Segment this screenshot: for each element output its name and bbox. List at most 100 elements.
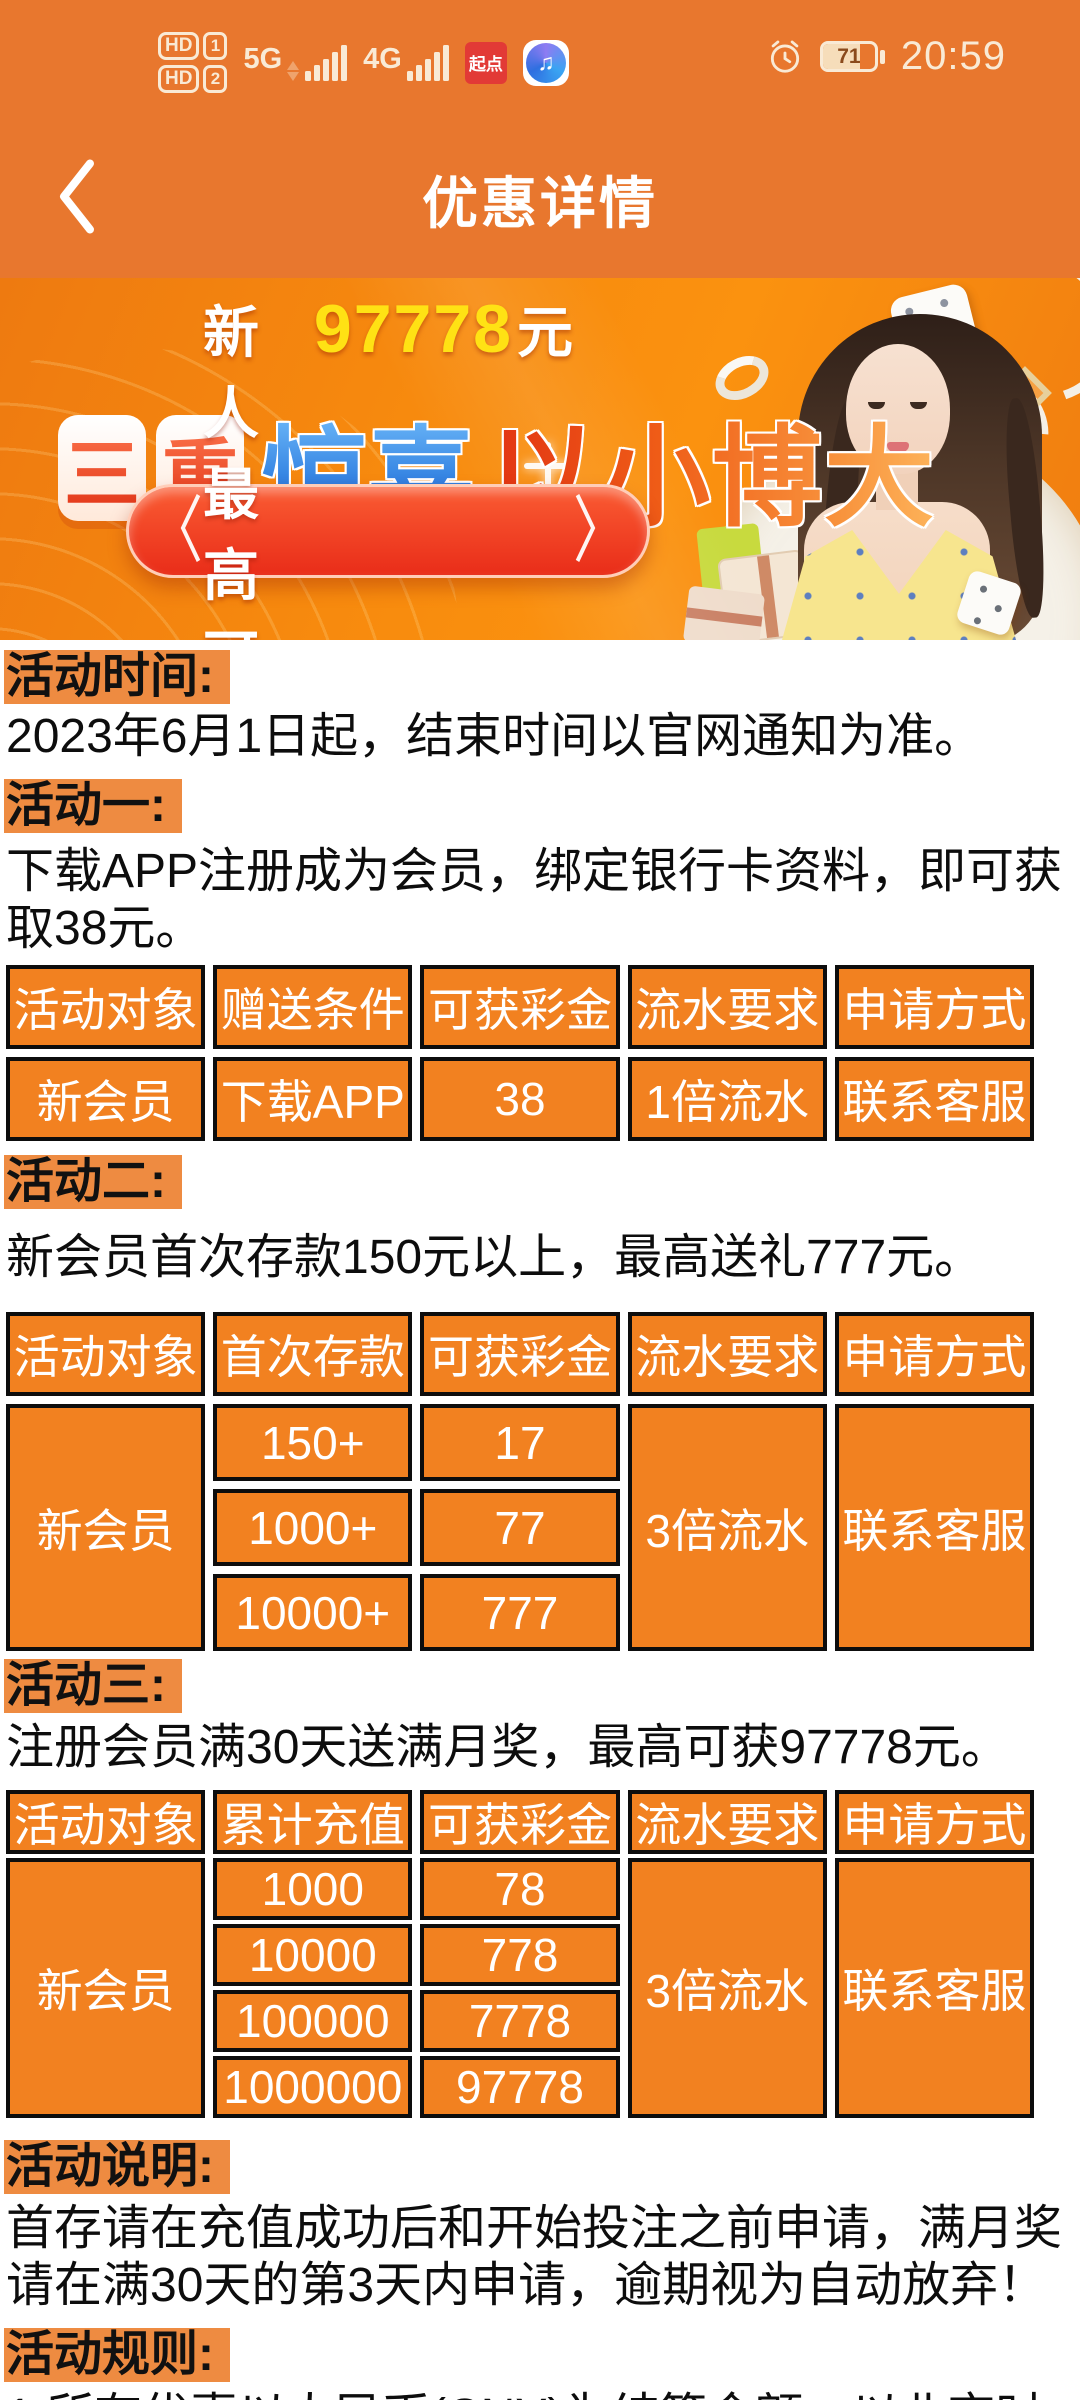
dice-icon xyxy=(887,281,983,375)
table-header-cell: 流水要求 xyxy=(627,965,827,1049)
battery-indicator: 71 xyxy=(819,41,885,72)
alarm-clock-icon xyxy=(770,40,799,73)
table-header-cell: 流水要求 xyxy=(627,1312,827,1396)
page-title: 优惠详情 xyxy=(422,171,658,235)
table-header-cell: 申请方式 xyxy=(834,1790,1034,1854)
signal-bars-icon xyxy=(305,44,348,81)
signal-5g: 5G xyxy=(243,42,348,81)
table-cell-apply: 联系客服 xyxy=(834,1404,1034,1651)
pill-prefix: 新人最高可获 xyxy=(203,301,259,640)
table-cell: 777 xyxy=(420,1574,620,1651)
back-button[interactable] xyxy=(56,158,98,241)
table-cell: 10000+ xyxy=(213,1574,413,1651)
table-cell-turnover: 3倍流水 xyxy=(627,1404,827,1651)
table-header-cell: 可获彩金 xyxy=(420,1312,620,1396)
table-cell-member: 新会员 xyxy=(6,1404,206,1651)
battery-nub xyxy=(879,49,885,64)
hd-icon: HD xyxy=(158,65,200,93)
table-cell: 联系客服 xyxy=(834,1057,1034,1141)
table-cell: 1000000 xyxy=(213,2056,413,2118)
sim1-indicator: HD 1 xyxy=(158,32,228,60)
ribbon-decor-icon xyxy=(922,278,1080,431)
table-header-cell: 可获彩金 xyxy=(420,1790,620,1854)
boxed-char-text: 三 xyxy=(64,413,140,523)
signal-4g: 4G xyxy=(363,42,449,81)
network-type-label: 4G xyxy=(363,42,402,75)
table-cell-turnover: 3倍流水 xyxy=(627,1858,827,2118)
chevron-left-icon xyxy=(60,159,94,234)
status-bar: HD 1 HD 2 5G 4G 起点 ♫ xyxy=(0,0,1080,120)
promo-banner: 三 重 惊喜 以小博大 〈 新人最高可获 97778 元 〉 xyxy=(0,278,1080,640)
activity-3-text: 注册会员满30天送满月奖，最高可获97778元。 xyxy=(6,1721,1009,1774)
table-cell: 新会员 xyxy=(6,1057,206,1141)
section-label-activity-time: 活动时间: xyxy=(4,650,230,704)
activity-1-table: 活动对象 赠送条件 可获彩金 流水要求 申请方式 新会员 下载APP 38 1倍… xyxy=(6,965,1034,1141)
dice-icon xyxy=(954,568,1024,638)
music-note-icon: ♫ xyxy=(537,49,555,75)
network-type-label: 5G xyxy=(243,42,283,75)
table-header-cell: 累计充值 xyxy=(213,1790,413,1854)
app-header: 优惠详情 xyxy=(0,120,1080,278)
table-header-cell: 活动对象 xyxy=(6,1790,206,1854)
ribbon-decor-icon xyxy=(929,351,1069,495)
table-cell: 1倍流水 xyxy=(627,1057,827,1141)
table-cell: 10000 xyxy=(213,1924,413,1986)
signal-bars-icon xyxy=(406,44,449,81)
table-header-cell: 活动对象 xyxy=(6,1312,206,1396)
activity-1-text: 下载APP注册成为会员，绑定银行卡资料，即可获取38元。 xyxy=(6,845,1063,955)
status-left-cluster: HD 1 HD 2 5G 4G 起点 ♫ xyxy=(158,32,569,93)
table-cell: 77 xyxy=(420,1489,620,1566)
activity-2-table: 活动对象 首次存款 可获彩金 流水要求 申请方式 新会员 150+ 17 3倍流… xyxy=(6,1312,1034,1651)
sim2-number: 2 xyxy=(203,65,228,93)
table-cell-member: 新会员 xyxy=(6,1858,206,2118)
section-label-activity-1: 活动一: xyxy=(4,779,182,833)
newcomer-bonus-pill: 〈 新人最高可获 97778 元 〉 xyxy=(126,291,650,640)
section-label-activity-2: 活动二: xyxy=(4,1155,182,1209)
sparkle-icon xyxy=(524,442,572,490)
table-header-cell: 申请方式 xyxy=(834,965,1034,1049)
table-cell: 97778 xyxy=(420,2056,620,2118)
table-header-cell: 赠送条件 xyxy=(213,965,413,1049)
angle-quote-left-icon: 〈 xyxy=(149,490,203,572)
music-app-icon: ♫ xyxy=(522,39,569,86)
table-cell: 78 xyxy=(420,1858,620,1920)
sim2-indicator: HD 2 xyxy=(158,65,228,93)
gift-box-icon xyxy=(682,585,766,640)
section-label-activity-3: 活动三: xyxy=(4,1659,182,1713)
table-header-cell: 可获彩金 xyxy=(420,965,620,1049)
note-text: 首存请在充值成功后和开始投注之前申请，满月奖请在满30天的第3天内申请，逾期视为… xyxy=(6,2202,1063,2312)
table-cell: 下载APP xyxy=(213,1057,413,1141)
boxed-char: 三 xyxy=(58,415,146,521)
table-header-cell: 首次存款 xyxy=(213,1312,413,1396)
data-updown-icon xyxy=(287,60,300,81)
table-cell: 1000+ xyxy=(213,1489,413,1566)
rules-text: 1.所有优惠以人民币(CNY)为结算金额，以北京时间 xyxy=(4,2388,1078,2400)
status-right-cluster: 71 20:59 xyxy=(766,34,1006,79)
pill-text: 新人最高可获 97778 元 xyxy=(203,288,573,640)
section-label-note: 活动说明: xyxy=(4,2140,230,2194)
table-cell: 1000 xyxy=(213,1858,413,1920)
battery-percent: 71 xyxy=(837,44,861,68)
table-header-cell: 流水要求 xyxy=(627,1790,827,1854)
section-label-rules: 活动规则: xyxy=(4,2328,230,2382)
table-cell: 150+ xyxy=(213,1404,413,1481)
qidian-app-badge: 起点 xyxy=(464,41,507,84)
angle-quote-right-icon: 〉 xyxy=(573,490,627,572)
gift-box-icon xyxy=(717,549,813,640)
promo-detail-content: 活动时间: 2023年6月1日起，结束时间以官网通知为准。 活动一: 下载APP… xyxy=(0,640,1080,2400)
table-cell: 778 xyxy=(420,1924,620,1986)
battery-icon: 71 xyxy=(819,41,878,72)
activity-2-text: 新会员首次存款150元以上，最高送礼777元。 xyxy=(6,1231,983,1284)
model-hair-strand xyxy=(1000,397,1050,619)
gold-diamond-icon xyxy=(998,366,1052,420)
activity-3-table: 活动对象 累计充值 可获彩金 流水要求 申请方式 新会员 1000 78 3倍流… xyxy=(6,1790,1034,2118)
table-cell-apply: 联系客服 xyxy=(834,1858,1034,2118)
table-header-cell: 活动对象 xyxy=(6,965,206,1049)
pill-suffix: 元 xyxy=(517,301,573,364)
hd-icon: HD xyxy=(158,32,200,60)
table-cell: 7778 xyxy=(420,1990,620,2052)
table-cell: 17 xyxy=(420,1404,620,1481)
table-cell: 38 xyxy=(420,1057,620,1141)
sim1-number: 1 xyxy=(203,32,228,60)
pill-amount: 97778 xyxy=(313,291,513,367)
